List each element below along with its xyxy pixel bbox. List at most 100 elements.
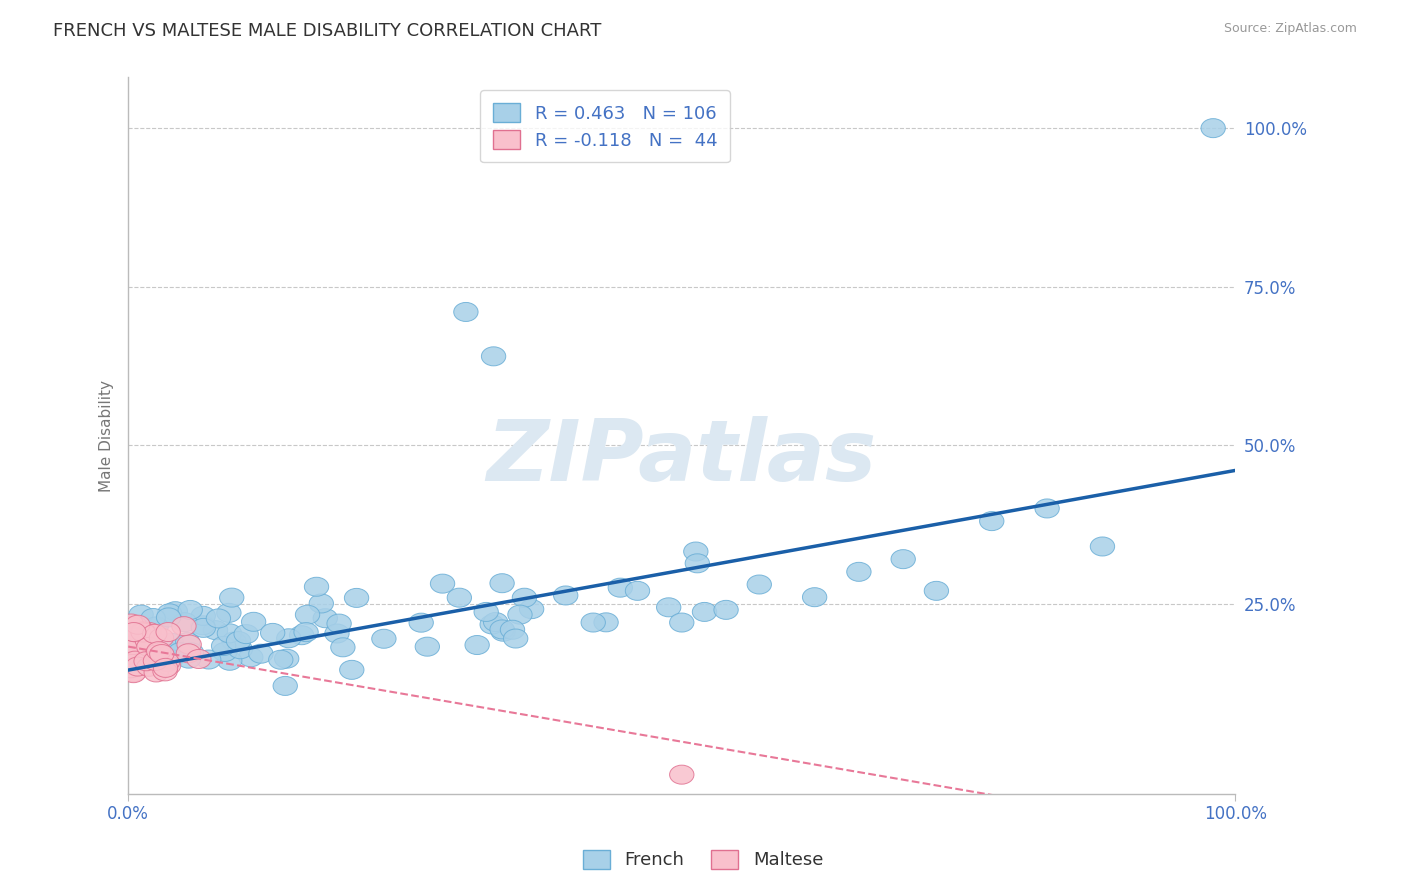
Ellipse shape	[273, 676, 298, 696]
Ellipse shape	[131, 629, 155, 648]
Ellipse shape	[191, 607, 215, 625]
Ellipse shape	[685, 554, 710, 573]
Ellipse shape	[217, 603, 240, 623]
Ellipse shape	[176, 644, 201, 663]
Ellipse shape	[163, 602, 187, 621]
Ellipse shape	[454, 302, 478, 321]
Ellipse shape	[269, 650, 292, 669]
Ellipse shape	[204, 621, 228, 640]
Ellipse shape	[309, 594, 333, 613]
Ellipse shape	[314, 608, 337, 628]
Ellipse shape	[465, 635, 489, 655]
Ellipse shape	[187, 649, 211, 668]
Ellipse shape	[134, 652, 159, 671]
Ellipse shape	[143, 663, 169, 682]
Ellipse shape	[143, 651, 167, 671]
Ellipse shape	[167, 643, 193, 662]
Ellipse shape	[120, 639, 143, 658]
Ellipse shape	[142, 624, 167, 643]
Ellipse shape	[172, 616, 195, 636]
Ellipse shape	[1090, 537, 1115, 556]
Ellipse shape	[481, 347, 506, 366]
Ellipse shape	[125, 657, 150, 676]
Ellipse shape	[242, 612, 266, 632]
Ellipse shape	[1035, 499, 1059, 518]
Ellipse shape	[149, 645, 174, 664]
Ellipse shape	[295, 605, 319, 624]
Ellipse shape	[212, 642, 238, 662]
Ellipse shape	[131, 622, 155, 641]
Ellipse shape	[211, 637, 236, 656]
Ellipse shape	[489, 620, 515, 639]
Ellipse shape	[489, 574, 515, 592]
Ellipse shape	[120, 614, 143, 633]
Ellipse shape	[156, 657, 181, 675]
Ellipse shape	[226, 632, 250, 650]
Ellipse shape	[179, 643, 204, 662]
Ellipse shape	[131, 623, 155, 642]
Ellipse shape	[340, 660, 364, 680]
Ellipse shape	[159, 649, 183, 669]
Ellipse shape	[228, 640, 253, 659]
Ellipse shape	[129, 639, 155, 657]
Ellipse shape	[330, 638, 356, 657]
Ellipse shape	[157, 604, 181, 623]
Ellipse shape	[669, 765, 695, 784]
Ellipse shape	[447, 588, 471, 607]
Ellipse shape	[136, 638, 162, 657]
Ellipse shape	[159, 633, 184, 652]
Ellipse shape	[121, 664, 146, 682]
Ellipse shape	[125, 652, 149, 672]
Ellipse shape	[177, 649, 201, 668]
Ellipse shape	[153, 662, 177, 681]
Ellipse shape	[479, 615, 505, 634]
Ellipse shape	[290, 625, 314, 645]
Ellipse shape	[156, 623, 180, 641]
Ellipse shape	[146, 641, 172, 661]
Ellipse shape	[149, 628, 173, 648]
Ellipse shape	[136, 657, 162, 676]
Ellipse shape	[173, 613, 197, 632]
Ellipse shape	[156, 608, 181, 627]
Ellipse shape	[747, 575, 772, 594]
Ellipse shape	[593, 613, 619, 632]
Ellipse shape	[179, 600, 202, 619]
Ellipse shape	[277, 629, 301, 648]
Text: ZIPatlas: ZIPatlas	[486, 416, 877, 499]
Ellipse shape	[249, 644, 273, 664]
Ellipse shape	[129, 605, 153, 624]
Ellipse shape	[120, 637, 145, 657]
Ellipse shape	[218, 624, 242, 643]
Ellipse shape	[136, 623, 162, 641]
Ellipse shape	[135, 631, 159, 650]
Ellipse shape	[484, 613, 508, 632]
Ellipse shape	[190, 615, 215, 635]
Ellipse shape	[626, 582, 650, 600]
Ellipse shape	[508, 605, 531, 624]
Ellipse shape	[409, 613, 433, 632]
Ellipse shape	[176, 632, 200, 652]
Ellipse shape	[846, 562, 872, 582]
Ellipse shape	[491, 623, 516, 641]
Ellipse shape	[152, 640, 177, 658]
Ellipse shape	[274, 649, 299, 668]
Ellipse shape	[239, 648, 263, 667]
Ellipse shape	[122, 615, 148, 635]
Ellipse shape	[177, 635, 201, 654]
Ellipse shape	[474, 602, 498, 622]
Ellipse shape	[714, 600, 738, 619]
Ellipse shape	[125, 637, 149, 656]
Ellipse shape	[980, 512, 1004, 531]
Ellipse shape	[122, 651, 148, 670]
Ellipse shape	[145, 644, 170, 664]
Ellipse shape	[669, 613, 695, 632]
Ellipse shape	[125, 615, 150, 634]
Ellipse shape	[118, 659, 143, 678]
Ellipse shape	[260, 624, 285, 642]
Ellipse shape	[191, 618, 215, 638]
Ellipse shape	[503, 629, 527, 648]
Ellipse shape	[121, 636, 145, 655]
Ellipse shape	[120, 652, 143, 671]
Ellipse shape	[294, 623, 318, 641]
Ellipse shape	[304, 577, 329, 596]
